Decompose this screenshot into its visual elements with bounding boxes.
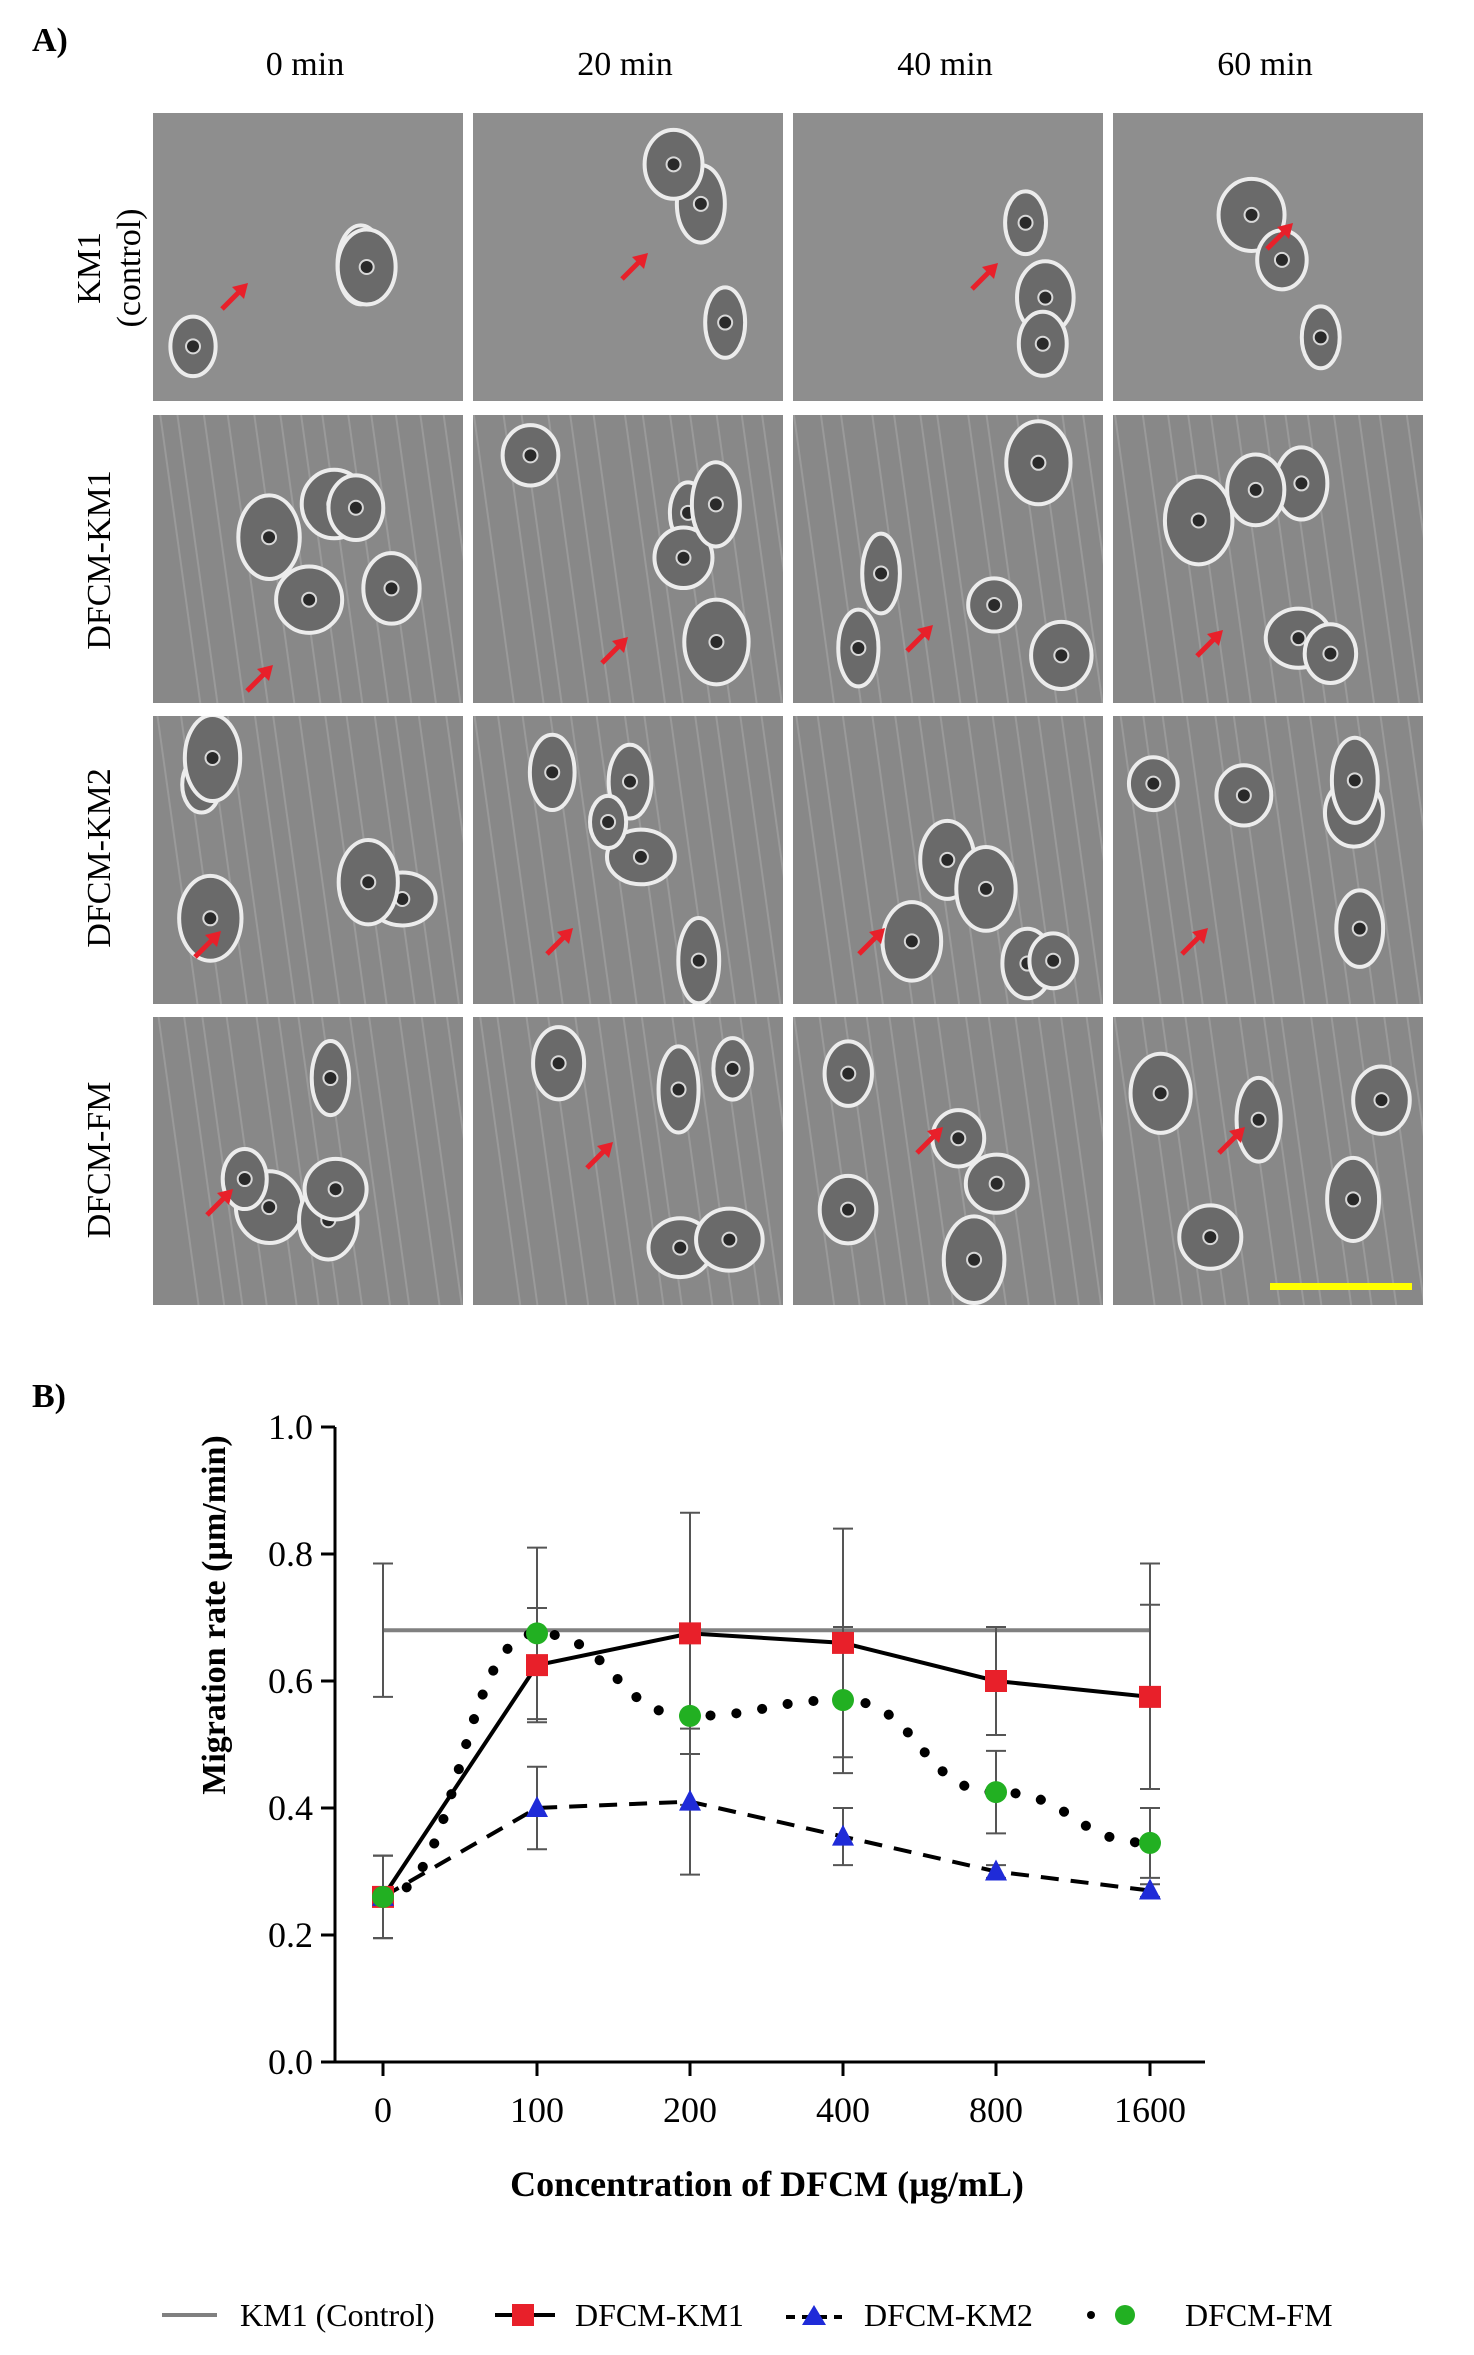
legend-text-dfcm-km1: DFCM-KM1 [575, 2296, 744, 2333]
row-label-dfcm-fm: DFCM-FM [81, 1081, 118, 1239]
micrograph-dfcm-fm-t3 [1113, 1017, 1423, 1305]
legend-text-dfcm-km2: DFCM-KM2 [864, 2296, 1033, 2333]
red-arrow-icon [193, 931, 221, 959]
micrograph-km1-t1 [473, 113, 783, 401]
micrograph-dfcm-km2-t1 [473, 716, 783, 1004]
marker-dfcm-km2-100 [526, 1796, 548, 1817]
legend-text-dfcm-fm: DFCM-FM [1185, 2296, 1333, 2333]
x-tick-label-3: 400 [816, 2090, 870, 2130]
marker-dfcm-km1-200 [679, 1622, 701, 1645]
micrograph-km1-t0 [153, 113, 463, 401]
chart-legend: KM1 (Control) DFCM-KM1 DFCM-KM2 DFCM-FM [150, 2290, 1450, 2340]
marker-dfcm-fm-200 [679, 1704, 701, 1727]
red-arrow-icon [245, 665, 273, 693]
row-label-km1: KM1 [71, 232, 108, 304]
red-arrow-icon [915, 1127, 943, 1155]
marker-dfcm-km2-800 [985, 1859, 1007, 1881]
legend-marker-dfcm-km2 [786, 2305, 842, 2325]
time-label-40: 40 min [897, 46, 993, 83]
red-arrow-icon [1180, 928, 1208, 956]
row-label-km1-control: KM1 (control) [70, 138, 150, 398]
time-label-0: 0 min [265, 46, 345, 83]
y-tick-label-2: 0.4 [268, 1788, 313, 1828]
micrograph-km1-t3 [1113, 113, 1423, 401]
micrograph-dfcm-fm-t1 [473, 1017, 783, 1305]
red-arrow-icon [970, 263, 998, 291]
red-arrow-icon [220, 283, 248, 311]
row-label-dfcm-km2: DFCM-KM2 [81, 768, 118, 948]
marker-dfcm-km1-100 [526, 1654, 548, 1677]
micrograph-dfcm-km2-t2 [793, 716, 1103, 1004]
marker-dfcm-fm-100 [526, 1622, 548, 1645]
y-tick-label-5: 1.0 [268, 1407, 313, 1447]
marker-dfcm-km1-400 [832, 1631, 854, 1654]
marker-dfcm-fm-800 [985, 1781, 1007, 1804]
x-tick-label-1: 100 [510, 2090, 564, 2130]
panel-b-label: B) [32, 1378, 66, 1415]
y-tick-label-0: 0.0 [268, 2042, 313, 2082]
time-label-60: 60 min [1217, 46, 1313, 83]
micrograph-dfcm-km1-t0 [153, 415, 463, 703]
x-axis-label: Concentration of DFCM (µg/mL) [510, 2164, 1024, 2204]
red-arrow-icon [1265, 223, 1293, 251]
series-line-dfcm-km2 [382, 1799, 1151, 1899]
x-tick-label-5: 1600 [1114, 2090, 1186, 2130]
micrograph-dfcm-km2-t0 [153, 716, 463, 1004]
y-tick-label-4: 0.8 [268, 1534, 313, 1574]
x-tick-label-0: 0 [374, 2090, 392, 2130]
red-arrow-icon [857, 928, 885, 956]
micrograph-dfcm-km1-t2 [793, 415, 1103, 703]
legend-item-dfcm-km1: DFCM-KM1 [495, 2290, 744, 2340]
red-arrow-icon [545, 928, 573, 956]
marker-dfcm-km1-1600 [1139, 1685, 1161, 1708]
series-line-dfcm-fm [378, 1628, 1155, 1902]
micrograph-dfcm-km2-t3 [1113, 716, 1423, 1004]
legend-item-dfcm-fm: DFCM-FM [1085, 2290, 1333, 2340]
y-tick-label-1: 0.2 [268, 1915, 313, 1955]
micrograph-dfcm-km1-t3 [1113, 415, 1423, 703]
legend-text-control: KM1 (Control) [240, 2296, 435, 2333]
row-label-control: (control) [111, 208, 148, 328]
micrograph-dfcm-fm-t2 [793, 1017, 1103, 1305]
red-arrow-icon [1195, 630, 1223, 658]
red-arrow-icon [905, 625, 933, 653]
row-label-dfcm-km1: DFCM-KM1 [81, 470, 118, 650]
y-axis-label: Migration rate (µm/min) [196, 1435, 233, 1795]
legend-item-control: KM1 (Control) [162, 2290, 435, 2340]
marker-dfcm-km2-1600 [1139, 1878, 1161, 1900]
marker-dfcm-km2-400 [832, 1824, 854, 1846]
marker-dfcm-fm-0 [372, 1885, 394, 1908]
legend-marker-dfcm-km1 [495, 2304, 555, 2326]
time-label-20: 20 min [577, 46, 673, 83]
red-arrow-icon [1217, 1127, 1245, 1155]
x-tick-label-2: 200 [663, 2090, 717, 2130]
series-line-dfcm-km1 [381, 1631, 1151, 1899]
micrograph-dfcm-fm-t0 [153, 1017, 463, 1305]
legend-marker-dfcm-fm [1087, 2305, 1135, 2325]
y-tick-label-3: 0.6 [268, 1661, 313, 1701]
marker-dfcm-fm-1600 [1139, 1831, 1161, 1854]
scale-bar [1270, 1283, 1412, 1290]
legend-line-control [162, 2313, 217, 2317]
legend-item-dfcm-km2: DFCM-KM2 [786, 2290, 1033, 2340]
marker-dfcm-fm-400 [832, 1689, 854, 1712]
micrograph-dfcm-km1-t1 [473, 415, 783, 703]
red-arrow-icon [205, 1189, 233, 1217]
x-tick-label-4: 800 [969, 2090, 1023, 2130]
micrograph-km1-t2 [793, 113, 1103, 401]
panel-a-label: A) [32, 22, 68, 59]
migration-rate-chart: 0.0 0.2 0.4 0.6 0.8 1.0 0 100 200 400 800 1600 Migr… [196, 1407, 1205, 2204]
red-arrow-icon [585, 1142, 613, 1170]
marker-dfcm-km2-200 [679, 1789, 701, 1811]
red-arrow-icon [600, 637, 628, 665]
marker-dfcm-km1-800 [985, 1670, 1007, 1692]
red-arrow-icon [620, 253, 648, 281]
